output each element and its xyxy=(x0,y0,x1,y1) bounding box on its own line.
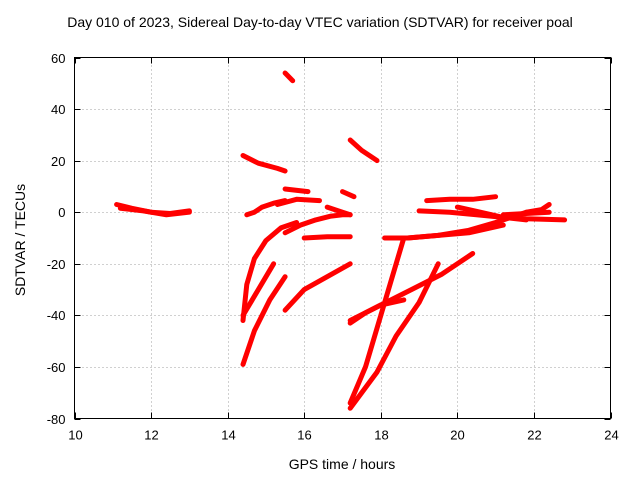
y-tick-label: 20 xyxy=(51,154,65,169)
data-trace-12 xyxy=(347,137,380,164)
axes: 10 12 14 16 18 20 22 24 -80 -60 -40 -20 0 20 40 60 xyxy=(47,51,619,443)
data-trace-13 xyxy=(240,220,300,323)
x-tick-label: 12 xyxy=(144,428,158,443)
data-trace-14 xyxy=(240,261,277,318)
data-trace-20 xyxy=(347,251,476,323)
data-trace-15 xyxy=(240,274,288,367)
chart-title: Day 010 of 2023, Sidereal Day-to-day VTE… xyxy=(67,14,573,30)
x-tick-label: 16 xyxy=(297,428,311,443)
y-tick-label: -80 xyxy=(47,412,66,427)
y-tick-label: 60 xyxy=(51,51,65,66)
y-tick-label: -40 xyxy=(47,308,66,323)
data-layer xyxy=(114,70,568,411)
data-trace-24 xyxy=(454,204,568,223)
data-trace-18 xyxy=(347,261,441,411)
data-trace-25 xyxy=(424,194,499,204)
data-trace-7 xyxy=(274,196,322,207)
data-trace-9 xyxy=(324,204,353,218)
data-trace-11 xyxy=(340,189,357,200)
y-tick-label: -20 xyxy=(47,257,66,272)
data-trace-3 xyxy=(240,153,288,174)
y-tick-label: 0 xyxy=(58,205,65,220)
plot-frame xyxy=(74,57,611,419)
grid xyxy=(74,57,611,419)
x-tick-label: 18 xyxy=(374,428,388,443)
y-tick-label: -60 xyxy=(47,360,66,375)
data-trace-16 xyxy=(282,261,353,313)
x-tick-label: 24 xyxy=(604,428,618,443)
data-trace-27 xyxy=(523,202,552,215)
data-trace-6 xyxy=(282,70,296,84)
data-trace-2 xyxy=(117,205,192,218)
x-tick-label: 14 xyxy=(221,428,235,443)
data-trace-5 xyxy=(282,186,311,195)
x-tick-label: 10 xyxy=(68,428,82,443)
y-tick-label: 40 xyxy=(51,102,65,117)
x-tick-label: 20 xyxy=(450,428,464,443)
x-axis-label: GPS time / hours xyxy=(288,456,396,472)
data-trace-10 xyxy=(301,234,353,241)
x-tick-label: 22 xyxy=(527,428,541,443)
data-trace-17 xyxy=(347,235,407,406)
